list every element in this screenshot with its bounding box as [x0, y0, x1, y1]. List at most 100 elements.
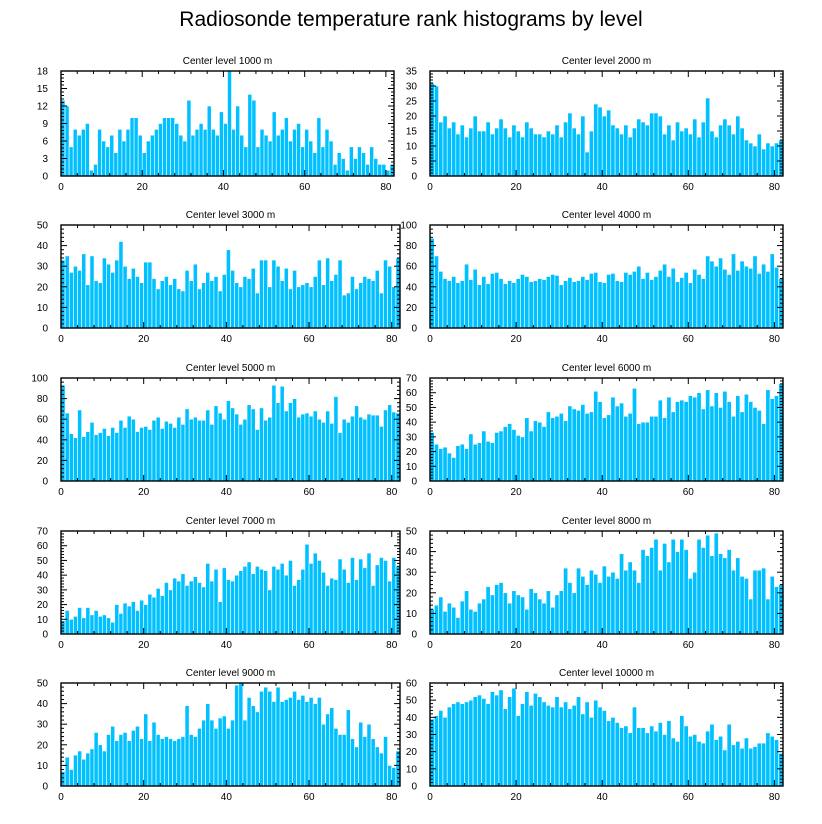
- histogram-bar: [176, 416, 182, 482]
- histogram-bar: [255, 711, 260, 787]
- histogram-bar: [649, 279, 655, 329]
- x-tick-label: 20: [511, 334, 523, 345]
- histogram-bar: [300, 568, 306, 635]
- histogram-bar: [761, 423, 767, 482]
- histogram-bar: [238, 286, 244, 329]
- histogram-bar: [528, 588, 534, 635]
- histogram-bar: [361, 152, 366, 177]
- y-tick-label: 0: [42, 630, 48, 641]
- histogram-bar: [588, 273, 594, 329]
- histogram-bar: [325, 585, 331, 635]
- y-tick-label: 60: [406, 679, 418, 690]
- histogram-bar: [662, 734, 668, 787]
- x-tick-label: 40: [597, 792, 609, 803]
- histogram-bar: [154, 129, 159, 177]
- histogram-bar: [275, 265, 281, 329]
- histogram-bar: [188, 734, 194, 787]
- histogram-bar: [176, 580, 182, 635]
- x-tick-label: 20: [138, 334, 150, 345]
- histogram-bar: [296, 123, 301, 177]
- histogram-bar: [468, 608, 474, 635]
- histogram-bar: [102, 614, 107, 635]
- histogram-bar: [283, 574, 289, 635]
- histogram-bar: [159, 280, 165, 329]
- axes-frame: [60, 377, 401, 482]
- histogram-bar: [155, 588, 161, 635]
- histogram-bar: [451, 121, 457, 177]
- histogram-bar: [329, 280, 335, 329]
- histogram-bar: [201, 719, 206, 787]
- axes-frame: [60, 682, 401, 787]
- histogram-bar: [164, 736, 169, 787]
- histogram-bar: [164, 582, 169, 635]
- histogram-bar: [143, 426, 149, 482]
- histogram-bar: [172, 740, 178, 787]
- histogram-bar: [366, 552, 372, 635]
- histogram-bar: [155, 416, 161, 482]
- panel-7: Center level 7000 m 0 20 40 60 80 0 10 20 30 40 50 6…: [37, 516, 401, 651]
- y-tick-label: 10: [406, 764, 418, 775]
- histogram-bar: [333, 396, 339, 482]
- histogram-bar: [215, 134, 220, 177]
- histogram-bar: [341, 418, 347, 482]
- histogram-bar: [341, 294, 347, 329]
- histogram-bar: [619, 727, 625, 787]
- y-tick-label: 20: [406, 747, 418, 758]
- histogram-bar: [709, 405, 715, 482]
- histogram-bar: [174, 123, 180, 177]
- histogram-bar: [192, 576, 198, 635]
- histogram-bar: [687, 282, 693, 329]
- histogram-bar: [271, 384, 277, 482]
- histogram-bar: [455, 133, 461, 177]
- histogram-bar: [533, 133, 538, 177]
- histogram-bar: [588, 130, 594, 177]
- histogram-bar: [558, 413, 564, 482]
- histogram-bar: [213, 568, 219, 635]
- histogram-bar: [114, 740, 120, 787]
- histogram-bar: [662, 543, 668, 635]
- histogram-bar: [774, 739, 779, 787]
- histogram-bar: [481, 130, 487, 177]
- histogram-bar: [675, 551, 680, 635]
- panel-5: Center level 5000 m 0 20 40 60 80 0 20 40 60 80 100: [31, 363, 401, 498]
- histogram-bar: [246, 404, 252, 482]
- histogram-bar: [709, 130, 715, 177]
- histogram-bar: [571, 281, 577, 329]
- histogram-bar: [151, 721, 157, 787]
- histogram-bar: [545, 590, 551, 635]
- histogram-bar: [446, 127, 452, 177]
- x-tick-label: 80: [769, 640, 781, 651]
- histogram-bar: [558, 706, 564, 787]
- histogram-bar: [627, 413, 633, 482]
- histogram-bar: [670, 267, 676, 329]
- panel-4: Center level 4000 m 0 20 40 60 80 0 20 40 60 80 100: [400, 210, 784, 345]
- histogram-bar: [683, 127, 689, 177]
- histogram-bar: [231, 129, 236, 177]
- histogram-bar: [242, 418, 248, 482]
- panel-8: Center level 8000 m 0 20 40 60 80 0 10 20 30 40 50: [406, 516, 784, 651]
- histogram-bar: [97, 616, 103, 635]
- histogram-bar: [433, 443, 439, 482]
- histogram-bar: [537, 133, 543, 177]
- histogram-bar: [320, 146, 326, 177]
- histogram-bar: [81, 253, 87, 329]
- histogram-bar: [571, 408, 577, 482]
- histogram-bar: [718, 257, 724, 329]
- histogram-bar: [337, 734, 343, 787]
- histogram-bar: [139, 738, 144, 787]
- x-tick-label: 0: [427, 640, 433, 651]
- histogram-bar: [246, 278, 252, 329]
- histogram-bar: [300, 695, 306, 787]
- histogram-bar: [184, 585, 190, 635]
- histogram-bar: [93, 434, 99, 482]
- histogram-bar: [102, 257, 107, 329]
- histogram-bar: [234, 684, 240, 787]
- histogram-bar: [653, 276, 659, 329]
- histogram-bar: [489, 133, 495, 177]
- histogram-bar: [653, 415, 659, 482]
- histogram-bar: [442, 717, 448, 787]
- histogram-bar: [350, 557, 355, 635]
- histogram-bar: [464, 136, 470, 177]
- histogram-bar: [308, 140, 314, 177]
- histogram-bar: [135, 276, 140, 329]
